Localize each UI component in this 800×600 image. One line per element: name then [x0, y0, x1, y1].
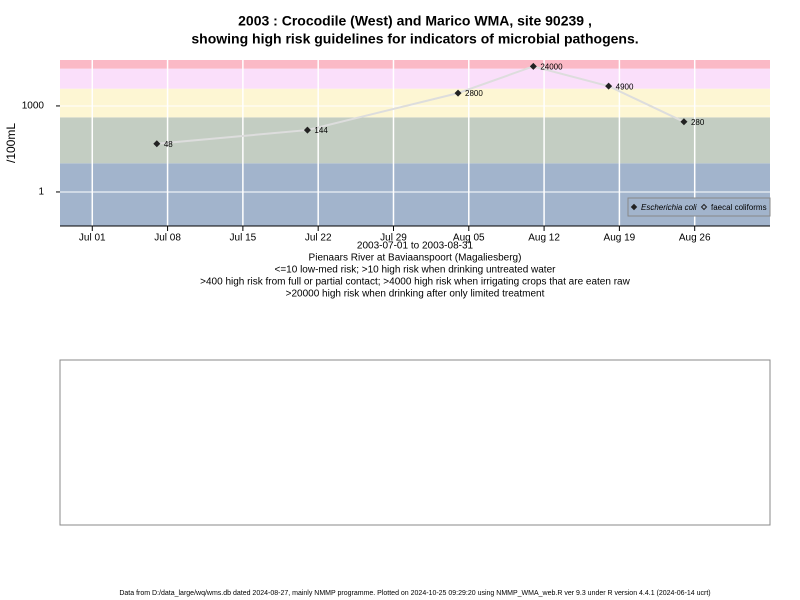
y-tick-label: 1 [38, 187, 44, 198]
data-point [153, 140, 161, 148]
subtitle-line: Pienaars River at Baviaanspoort (Magalie… [309, 253, 522, 264]
risk-band [60, 68, 770, 89]
data-point [529, 62, 537, 70]
legend-label: faecal coliforms [711, 203, 767, 212]
x-tick-label: Aug 19 [604, 233, 636, 244]
x-tick-label: Jul 22 [305, 233, 332, 244]
legend-box [627, 197, 771, 217]
legend-marker [630, 203, 638, 211]
data-label: 24000 [540, 62, 563, 71]
data-label: 2800 [465, 89, 483, 98]
data-point [454, 89, 462, 97]
x-tick-label: Jul 15 [230, 233, 257, 244]
data-label: 4900 [616, 82, 634, 91]
legend-label: Escherichia coli [641, 203, 697, 212]
data-point [303, 126, 311, 134]
subtitle-line: >20000 high risk when drinking after onl… [286, 289, 545, 300]
data-label: 280 [691, 118, 705, 127]
footer: Data from D:/data_large/wq/wms.db dated … [119, 590, 710, 597]
chart-title: 2003 : Crocodile (West) and Marico WMA, … [238, 13, 592, 29]
subtitle-line: >400 high risk from full or partial cont… [200, 277, 630, 288]
data-label: 48 [164, 140, 173, 149]
x-tick-label: Aug 12 [528, 233, 560, 244]
chart-title: showing high risk guidelines for indicat… [191, 31, 638, 47]
data-label: 144 [314, 126, 328, 135]
data-point [605, 82, 613, 90]
series-line [156, 65, 685, 145]
x-tick-label: Aug 05 [453, 233, 485, 244]
x-tick-label: Jul 29 [380, 233, 407, 244]
x-tick-label: Jul 01 [79, 233, 106, 244]
x-tick-label: Jul 08 [154, 233, 181, 244]
risk-band [60, 117, 770, 164]
y-tick-label: 1000 [22, 101, 45, 112]
empty-panel [59, 359, 771, 526]
subtitle-line: <=10 low-med risk; >10 high risk when dr… [275, 265, 557, 276]
risk-band [60, 60, 770, 69]
legend-marker [700, 203, 708, 211]
x-axis-label: 2003-07-01 to 2003-08-31 [357, 241, 474, 252]
data-point [680, 118, 688, 126]
x-tick-label: Aug 26 [679, 233, 711, 244]
y-axis-label: /100mL [4, 123, 18, 163]
risk-band [60, 163, 770, 226]
